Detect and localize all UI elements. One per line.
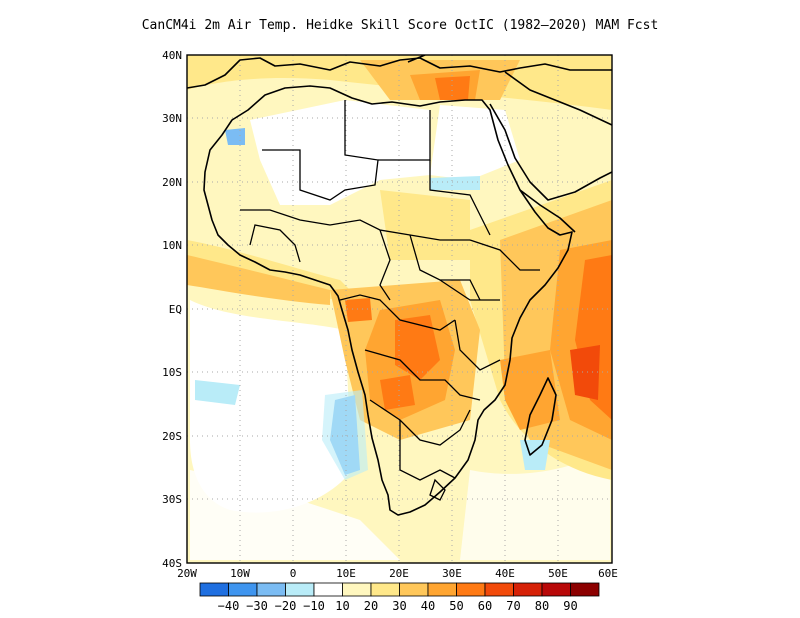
colorbar-label: 60 (478, 599, 492, 613)
lat-label: EQ (169, 303, 182, 316)
colorbar-label: 40 (421, 599, 435, 613)
colorbar-swatch (484, 582, 514, 597)
lat-axis: 40N 30N 20N 10N EQ 10S 20S 30S 40S (162, 49, 182, 570)
colorbar-swatch (370, 582, 400, 597)
lat-label: 30S (162, 493, 182, 506)
lon-label: 10W (230, 567, 250, 580)
colorbar-labels: −40 −30 −20 −10 10 20 30 40 50 60 70 80 90 (218, 599, 578, 613)
colorbar-label: 30 (392, 599, 406, 613)
lat-label: 10S (162, 366, 182, 379)
lon-label: 30E (442, 567, 462, 580)
skill-field (187, 55, 612, 563)
lon-label: 40E (495, 567, 515, 580)
lon-label: 0 (290, 567, 297, 580)
colorbar-label: 80 (535, 599, 549, 613)
colorbar-label: 20 (364, 599, 378, 613)
colorbar-label: −10 (303, 599, 325, 613)
colorbar-swatch (456, 582, 486, 597)
colorbar-swatch (541, 582, 571, 597)
lat-label: 20S (162, 430, 182, 443)
colorbar-swatch (199, 582, 229, 597)
colorbar-swatch (285, 582, 315, 597)
colorbar-label: 10 (335, 599, 349, 613)
colorbar-label: −30 (246, 599, 268, 613)
lon-label: 20W (177, 567, 197, 580)
colorbar-swatch (256, 582, 286, 597)
colorbar-swatch (228, 582, 258, 597)
colorbar-label: −40 (218, 599, 240, 613)
colorbar-swatch (399, 582, 429, 597)
colorbar-label: 70 (506, 599, 520, 613)
coastlines (187, 55, 612, 516)
lon-label: 10E (336, 567, 356, 580)
lon-label: 50E (548, 567, 568, 580)
colorbar-label: 50 (449, 599, 463, 613)
lon-label: 20E (389, 567, 409, 580)
lat-label: 40N (162, 49, 182, 62)
colorbar-swatch (342, 582, 372, 597)
colorbar (199, 582, 600, 597)
colorbar-label: 90 (563, 599, 577, 613)
lat-label: 20N (162, 176, 182, 189)
lat-label: 10N (162, 239, 182, 252)
colorbar-swatch (313, 582, 343, 597)
chart-title: CanCM4i 2m Air Temp. Heidke Skill Score … (141, 18, 659, 33)
lon-label: 60E (598, 567, 618, 580)
lon-axis: 20W 10W 0 10E 20E 30E 40E 50E 60E (177, 567, 618, 580)
plot-frame (186, 54, 613, 564)
colorbar-label: −20 (275, 599, 297, 613)
colorbar-swatch (427, 582, 457, 597)
lat-label: 40S (162, 557, 182, 570)
colorbar-swatch (513, 582, 543, 597)
lat-label: 30N (162, 112, 182, 125)
country-borders (240, 100, 540, 501)
gridlines (187, 55, 612, 563)
colorbar-swatch (570, 582, 600, 597)
